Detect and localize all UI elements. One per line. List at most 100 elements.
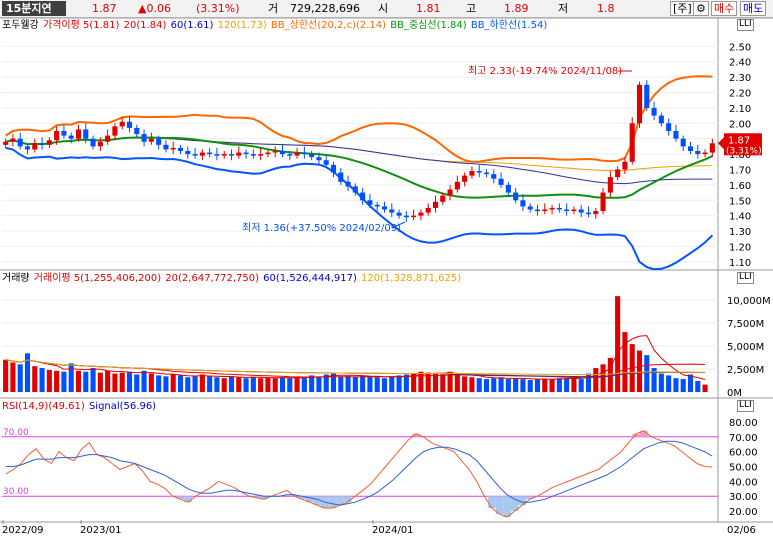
candle-body [170,147,176,150]
candle-body [425,207,431,213]
volume-bar [185,377,191,392]
volume-bar [105,370,111,392]
candle-body [680,138,686,147]
time-axis-label: 02/06 [727,525,756,536]
candle-body [644,84,650,108]
volume-bar [615,296,621,392]
rsi-tick-label: 60.00 [729,448,758,459]
candle-body [615,169,621,178]
candle-body [75,129,82,139]
rsi-oversold-fill [336,496,344,506]
volume-bar [687,374,694,392]
volume-bar [374,377,380,392]
volume-ma120-line [5,359,706,375]
volume-bar [513,378,519,392]
candle-body [39,143,45,145]
volume-tick-label: 5,000M [727,342,764,353]
legend-ma120: 120(1.73) [217,20,267,31]
settings-icon[interactable]: ⚙ [693,1,709,16]
volume-bar [207,376,213,392]
candle-body [258,154,264,156]
candle-body [527,206,533,210]
price-change: ▲0.06 [138,2,171,15]
candle-body [360,192,366,201]
volume-bar [622,332,628,392]
volume-legend: 거래량 거래이평 5(1,255,406,200) 20(2,647,772,7… [2,272,462,285]
candle-body [578,209,584,213]
buy-button[interactable]: 매수 [711,1,738,16]
volume-bar [542,378,548,392]
rsi-overbought-fill [640,430,648,437]
rsi-panel-control[interactable]: LLI [737,400,754,412]
candle-body [156,138,162,145]
volume-bar [126,371,133,392]
volume-bar [54,370,60,392]
volume-bar [141,370,147,392]
high-value: 1.89 [504,2,529,15]
volume-bar [163,376,169,392]
rsi-tick-label: 20.00 [729,507,758,518]
stock-type-button[interactable]: [주] [670,1,695,16]
volume-bar [221,378,227,392]
candle-body [250,154,256,156]
volume-bar [520,379,526,392]
rsi-oversold-fill [184,496,192,503]
candle-body [323,160,329,165]
rsi-tick-label: 80.00 [729,418,758,429]
volume-bar [265,377,271,392]
candle-body [105,135,111,142]
price-tick-label: 2.30 [729,73,751,84]
rsi-oversold-fill [510,496,519,512]
rsi-oversold-fill [518,496,527,506]
rsi-line [5,430,713,518]
price-tick-label: 1.60 [729,181,751,192]
candle-body [367,200,373,205]
legend-ma60: 60(1.61) [170,20,214,31]
volume-bar [148,373,154,392]
candle-body [243,152,249,155]
volume-label: 거 [268,2,279,15]
candle-body [279,151,286,155]
volume-bar [24,353,31,392]
high-annotation: 최고 2.33(-19.74% 2024/11/08) [468,65,622,77]
sell-button[interactable]: 매도 [740,1,767,16]
volume-panel-control[interactable]: LLI [737,272,754,284]
volume-bar [287,378,293,392]
volume-bar [90,368,96,392]
candle-body [214,154,220,156]
candle-body [389,209,395,213]
candle-body [97,141,103,147]
legend-volume: 거래량 [2,273,30,284]
volume-bar [199,374,205,392]
candle-body [163,144,169,150]
legend-vol-ma20: 20(2,647,772,750) [165,273,259,284]
candle-body [272,151,278,153]
candle-body [119,121,125,127]
candle-body [564,209,570,212]
candle-body [476,171,482,173]
rsi-oversold-fill [495,496,504,515]
price-panel-control[interactable]: LLI [737,19,754,31]
legend-vol-ma60: 60(1,526,444,917) [263,273,357,284]
candle-body [32,143,38,150]
price-tick-label: 2.00 [729,119,751,130]
candle-body [666,123,672,131]
candle-body [228,154,235,156]
candle-body [454,181,460,190]
volume-bar [447,371,453,392]
volume-bar [46,369,52,392]
volume-bar [309,375,315,392]
volume-bar [564,378,570,392]
candle-body [695,151,701,155]
rsi-oversold-fill [328,496,337,509]
candle-body [374,204,380,207]
volume-bar [644,355,650,392]
volume-bar [68,363,74,392]
price-legend: 포두웰강 가격이평 5(1.81) 20(1.84) 60(1.61) 120(… [2,19,548,32]
rsi-oversold-fill [313,496,322,506]
volume-bar [469,377,475,392]
volume-bar [367,376,373,392]
rsi-tick-label: 70.00 [729,433,758,444]
volume-bar [673,378,679,392]
